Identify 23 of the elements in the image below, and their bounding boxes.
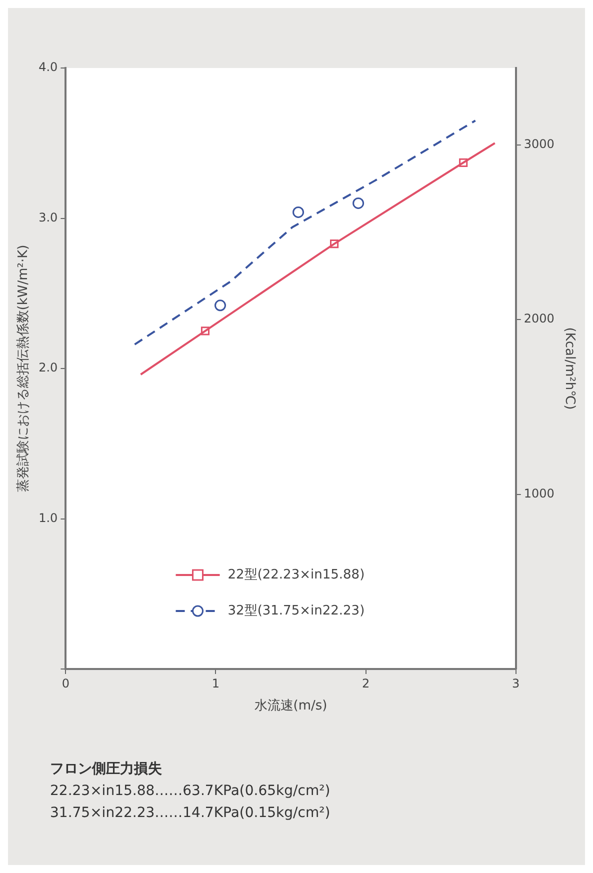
y2-tick-label: 3000 bbox=[524, 136, 554, 151]
y-tick-label: 1.0 bbox=[38, 510, 58, 525]
x-tick-label: 2 bbox=[362, 676, 370, 690]
text: 31.75×in22.23……14.7KPa(0.15kg/cm²) bbox=[50, 804, 332, 823]
text: 22.23×in15.88……63.7KPa(0.65kg/cm²) bbox=[50, 782, 332, 801]
y-tick-label: 3.0 bbox=[38, 210, 58, 224]
y2-axis-title: (Kcal/m²h℃) bbox=[562, 327, 577, 410]
y-tick-label: 4.0 bbox=[38, 60, 58, 74]
y2-tick-label: 2000 bbox=[524, 312, 554, 326]
x-tick-label: 0 bbox=[62, 676, 70, 690]
y-axis-title: 蒸発試験における総括伝熱係数(kW/m²·K) bbox=[16, 244, 32, 492]
y2-tick-label: 1000 bbox=[524, 486, 554, 500]
text: フロン側圧力損失 bbox=[50, 760, 163, 779]
x-tick-label: 3 bbox=[512, 676, 520, 690]
y-tick-label: 2.0 bbox=[38, 360, 58, 375]
x-tick-label: 1 bbox=[212, 676, 220, 690]
point bbox=[214, 300, 226, 312]
legend-label: 22型(22.23×in15.88) bbox=[228, 567, 365, 582]
point bbox=[292, 206, 304, 218]
point bbox=[352, 197, 364, 209]
line-series bbox=[134, 120, 476, 346]
x-axis-title: 水流速(m/s) bbox=[254, 698, 328, 714]
legend-label: 32型(31.75×in22.23) bbox=[228, 603, 365, 618]
